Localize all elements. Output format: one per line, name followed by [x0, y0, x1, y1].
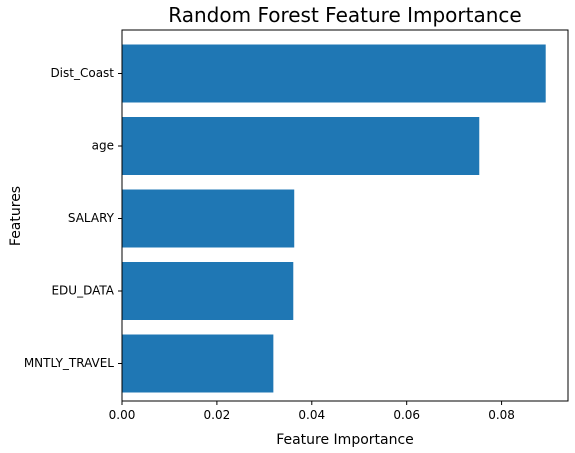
bar-mntly-travel [122, 334, 274, 393]
x-tick-label: 0.06 [393, 408, 420, 422]
x-tick-label: 0.00 [109, 408, 136, 422]
chart-title: Random Forest Feature Importance [168, 3, 521, 27]
y-tick-label: EDU_DATA [51, 284, 114, 298]
y-axis-label: Features [8, 186, 24, 246]
x-tick-label: 0.04 [298, 408, 325, 422]
plot-frame [121, 29, 569, 402]
bar-age [122, 117, 480, 175]
bars-group [122, 44, 546, 393]
x-tick-label: 0.08 [488, 408, 515, 422]
x-tick-label: 0.02 [204, 408, 231, 422]
bar-edu-data [122, 262, 294, 320]
x-ticks: 0.00 0.02 0.04 0.06 0.08 [109, 401, 515, 422]
y-tick-label: age [92, 139, 114, 153]
y-tick-label: Dist_Coast [50, 66, 114, 80]
bar-salary [122, 189, 295, 248]
bar-dist-coast [122, 44, 546, 103]
y-tick-label: SALARY [68, 211, 115, 225]
x-axis-label: Feature Importance [276, 432, 414, 448]
y-tick-label: MNTLY_TRAVEL [24, 356, 114, 370]
